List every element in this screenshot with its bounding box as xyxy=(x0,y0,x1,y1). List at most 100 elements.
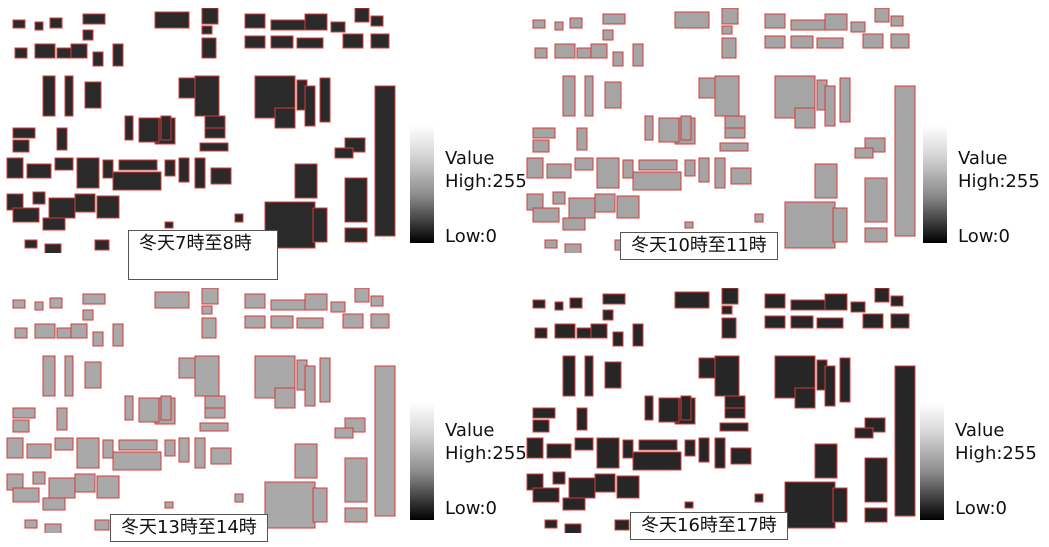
building-footprint xyxy=(42,75,56,117)
building-footprint xyxy=(294,443,318,479)
building-footprint xyxy=(49,297,63,309)
building-footprint xyxy=(178,157,190,183)
building-footprint xyxy=(342,313,364,329)
building-footprint xyxy=(84,81,102,109)
building-footprint xyxy=(164,439,176,457)
building-footprint xyxy=(596,437,620,469)
building-footprint xyxy=(56,47,72,59)
building-footprint xyxy=(102,439,114,459)
building-footprint xyxy=(344,507,368,523)
building-footprint xyxy=(118,439,158,451)
building-footprint xyxy=(124,115,134,141)
building-footprint xyxy=(724,115,746,129)
building-footprint xyxy=(49,17,63,29)
building-footprint xyxy=(354,8,370,23)
building-footprint xyxy=(102,159,114,179)
building-footprint xyxy=(721,317,737,339)
building-footprint xyxy=(526,157,544,179)
time-caption: 冬天7時至8時 xyxy=(128,230,278,280)
building-footprint xyxy=(234,493,244,503)
building-footprint xyxy=(14,47,28,59)
building-footprint xyxy=(118,159,158,171)
building-footprint xyxy=(294,163,318,199)
building-footprint xyxy=(602,309,614,321)
building-footprint xyxy=(698,157,710,183)
building-footprint xyxy=(274,387,296,409)
building-footprint xyxy=(164,159,176,177)
building-footprint xyxy=(862,33,884,49)
building-footprint xyxy=(680,395,692,421)
building-footprint xyxy=(210,447,232,465)
building-footprint xyxy=(164,501,174,509)
building-footprint xyxy=(568,197,596,219)
building-footprint xyxy=(721,305,733,315)
building-footprint xyxy=(12,299,26,309)
building-footprint xyxy=(56,327,72,339)
building-footprint xyxy=(724,395,746,409)
building-footprint xyxy=(814,163,838,199)
building-footprint xyxy=(178,437,190,463)
building-footprint xyxy=(532,207,560,223)
building-footprint xyxy=(714,157,726,189)
building-footprint xyxy=(342,33,364,49)
building-footprint xyxy=(32,471,46,485)
building-footprint xyxy=(602,29,614,41)
building-footprint xyxy=(632,323,644,347)
building-footprint xyxy=(590,323,608,339)
building-footprint xyxy=(534,327,548,339)
building-footprint xyxy=(210,167,232,185)
legend-title: Value xyxy=(445,420,495,441)
building-footprint xyxy=(730,447,752,465)
building-footprint xyxy=(6,437,24,459)
building-footprint xyxy=(890,15,904,27)
building-footprint xyxy=(612,51,624,67)
roof-raster-map xyxy=(526,8,916,253)
building-footprint xyxy=(569,17,583,29)
building-footprint xyxy=(698,437,710,463)
building-footprint xyxy=(370,295,384,307)
building-footprint xyxy=(824,293,848,311)
building-footprint xyxy=(562,497,586,511)
building-footprint xyxy=(721,288,739,305)
building-footprint xyxy=(112,451,162,471)
building-footprint xyxy=(34,301,44,311)
building-footprint xyxy=(26,443,52,459)
building-footprint xyxy=(96,195,120,219)
building-footprint xyxy=(832,487,848,523)
building-footprint xyxy=(684,221,694,229)
building-footprint xyxy=(319,77,331,123)
building-footprint xyxy=(532,139,550,153)
legend-title: Value xyxy=(445,148,495,169)
building-footprint xyxy=(632,451,682,471)
building-footprint xyxy=(304,13,328,31)
building-footprint xyxy=(622,159,634,179)
building-footprint xyxy=(204,395,226,409)
building-footprint xyxy=(554,323,576,339)
building-footprint xyxy=(54,437,74,451)
building-footprint xyxy=(816,317,844,329)
building-footprint xyxy=(532,127,556,139)
building-footprint xyxy=(12,19,26,29)
building-footprint xyxy=(532,487,560,503)
building-footprint xyxy=(534,47,548,59)
building-footprint xyxy=(724,407,746,419)
building-footprint xyxy=(894,85,916,237)
building-footprint xyxy=(42,497,66,511)
building-footprint xyxy=(854,147,874,159)
building-footprint xyxy=(42,355,56,397)
building-footprint xyxy=(562,75,576,117)
building-footprint xyxy=(124,395,134,421)
building-footprint xyxy=(864,507,888,523)
building-footprint xyxy=(554,301,564,311)
building-footprint xyxy=(334,147,354,159)
building-footprint xyxy=(584,355,594,397)
building-footprint xyxy=(890,295,904,307)
building-footprint xyxy=(56,407,68,431)
building-footprint xyxy=(602,13,626,25)
building-footprint xyxy=(194,437,206,469)
building-footprint xyxy=(204,127,226,139)
building-footprint xyxy=(764,35,786,49)
building-footprint xyxy=(864,177,888,223)
building-footprint xyxy=(164,221,174,229)
building-footprint xyxy=(92,331,104,347)
